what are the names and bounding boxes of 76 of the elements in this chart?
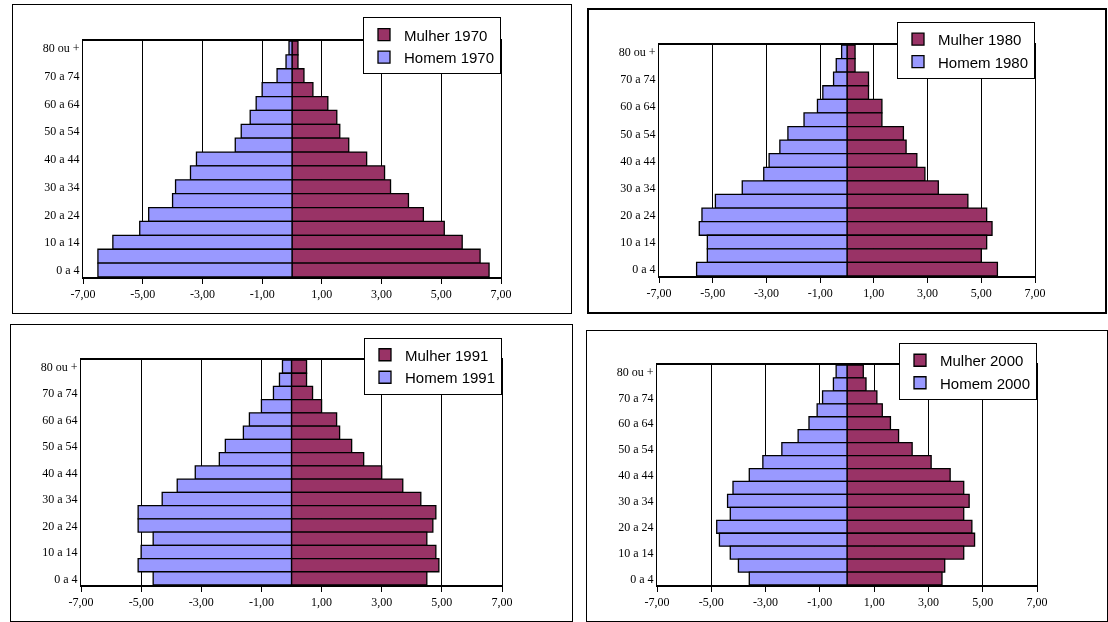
x-tick-label: 7,00 [490,287,512,302]
x-tick-label: -3,00 [189,287,215,302]
y-tick-label: 0 a 4 [630,571,654,586]
x-tick-label: 7,00 [491,595,513,610]
x-tick-label: 5,00 [972,595,994,610]
x-tick-label: -5,00 [130,287,156,302]
x-tick-label: -3,00 [753,286,779,301]
x-tick-label: 1,00 [863,286,885,301]
y-tick-label: 40 a 44 [44,152,80,167]
x-tick-label: 3,00 [371,287,393,302]
y-tick-label: 10 a 14 [620,235,656,250]
y-tick-label: 0 a 4 [56,263,80,278]
y-tick-label: 50 a 54 [44,124,80,139]
x-tick-label: 5,00 [431,595,453,610]
x-tick-label: -7,00 [70,287,96,302]
y-tick-label: 70 a 74 [618,390,654,405]
y-tick-label: 20 a 24 [618,519,654,534]
x-tick-label: 3,00 [371,595,393,610]
y-tick-label: 70 a 74 [44,68,80,83]
legend-label: Mulher 1991 [405,346,489,364]
y-tick-label: 20 a 24 [620,208,656,223]
y-tick-label: 80 ou + [616,364,654,379]
y-tick-label: 40 a 44 [618,468,654,483]
y-tick-label: 30 a 34 [42,492,78,507]
legend-label: Mulher 2000 [940,352,1024,370]
y-tick-label: 10 a 14 [42,545,78,560]
y-tick-label: 10 a 14 [44,235,80,250]
x-tick-label: 3,00 [917,595,939,610]
x-tick-label: -7,00 [644,595,670,610]
y-tick-label: 10 a 14 [618,545,654,560]
y-tick-label: 60 a 64 [620,99,656,114]
y-tick-label: 20 a 24 [44,207,80,222]
y-tick-label: 80 ou + [618,44,656,59]
x-tick-label: 7,00 [1026,595,1048,610]
y-tick-label: 40 a 44 [42,465,78,480]
legend-label: Homem 2000 [940,374,1031,392]
x-tick-label: -7,00 [68,595,94,610]
legend-label: Homem 1980 [938,53,1029,71]
y-tick-label: 40 a 44 [620,153,656,168]
x-tick-label: -7,00 [646,286,672,301]
x-tick-label: 1,00 [311,287,333,302]
x-tick-label: -1,00 [249,287,275,302]
y-tick-label: 70 a 74 [42,386,78,401]
y-tick-label: 0 a 4 [632,262,656,277]
x-tick-label: -5,00 [700,286,726,301]
legend-label: Mulher 1980 [938,31,1022,48]
x-tick-label: -3,00 [188,595,214,610]
y-tick-label: 60 a 64 [618,416,654,431]
y-tick-label: 30 a 34 [44,179,80,194]
legend-label: Homem 1970 [404,49,495,66]
y-tick-label: 70 a 74 [620,72,656,87]
x-tick-label: -5,00 [698,595,724,610]
legend-label: Homem 1991 [405,369,496,387]
x-tick-label: 5,00 [430,287,452,302]
x-tick-label: -1,00 [248,595,274,610]
x-tick-label: 5,00 [970,286,992,301]
y-tick-label: 30 a 34 [620,180,656,195]
y-tick-label: 0 a 4 [54,571,78,586]
y-tick-label: 20 a 24 [42,518,78,533]
legend-label: Mulher 1970 [404,26,488,44]
y-tick-label: 50 a 54 [620,126,656,141]
y-tick-label: 80 ou + [42,41,80,56]
y-tick-label: 60 a 64 [44,96,80,111]
x-tick-label: -1,00 [807,595,833,610]
y-tick-label: 80 ou + [40,359,78,374]
x-tick-label: -5,00 [128,595,154,610]
y-tick-label: 50 a 54 [42,439,78,454]
x-tick-label: 1,00 [863,595,885,610]
y-tick-label: 30 a 34 [618,494,654,509]
x-tick-label: 1,00 [311,595,333,610]
x-tick-label: -3,00 [753,595,779,610]
x-tick-label: -1,00 [807,286,833,301]
y-tick-label: 50 a 54 [618,442,654,457]
y-tick-label: 60 a 64 [42,412,78,427]
x-tick-label: 7,00 [1024,286,1046,301]
x-tick-label: 3,00 [917,286,939,301]
